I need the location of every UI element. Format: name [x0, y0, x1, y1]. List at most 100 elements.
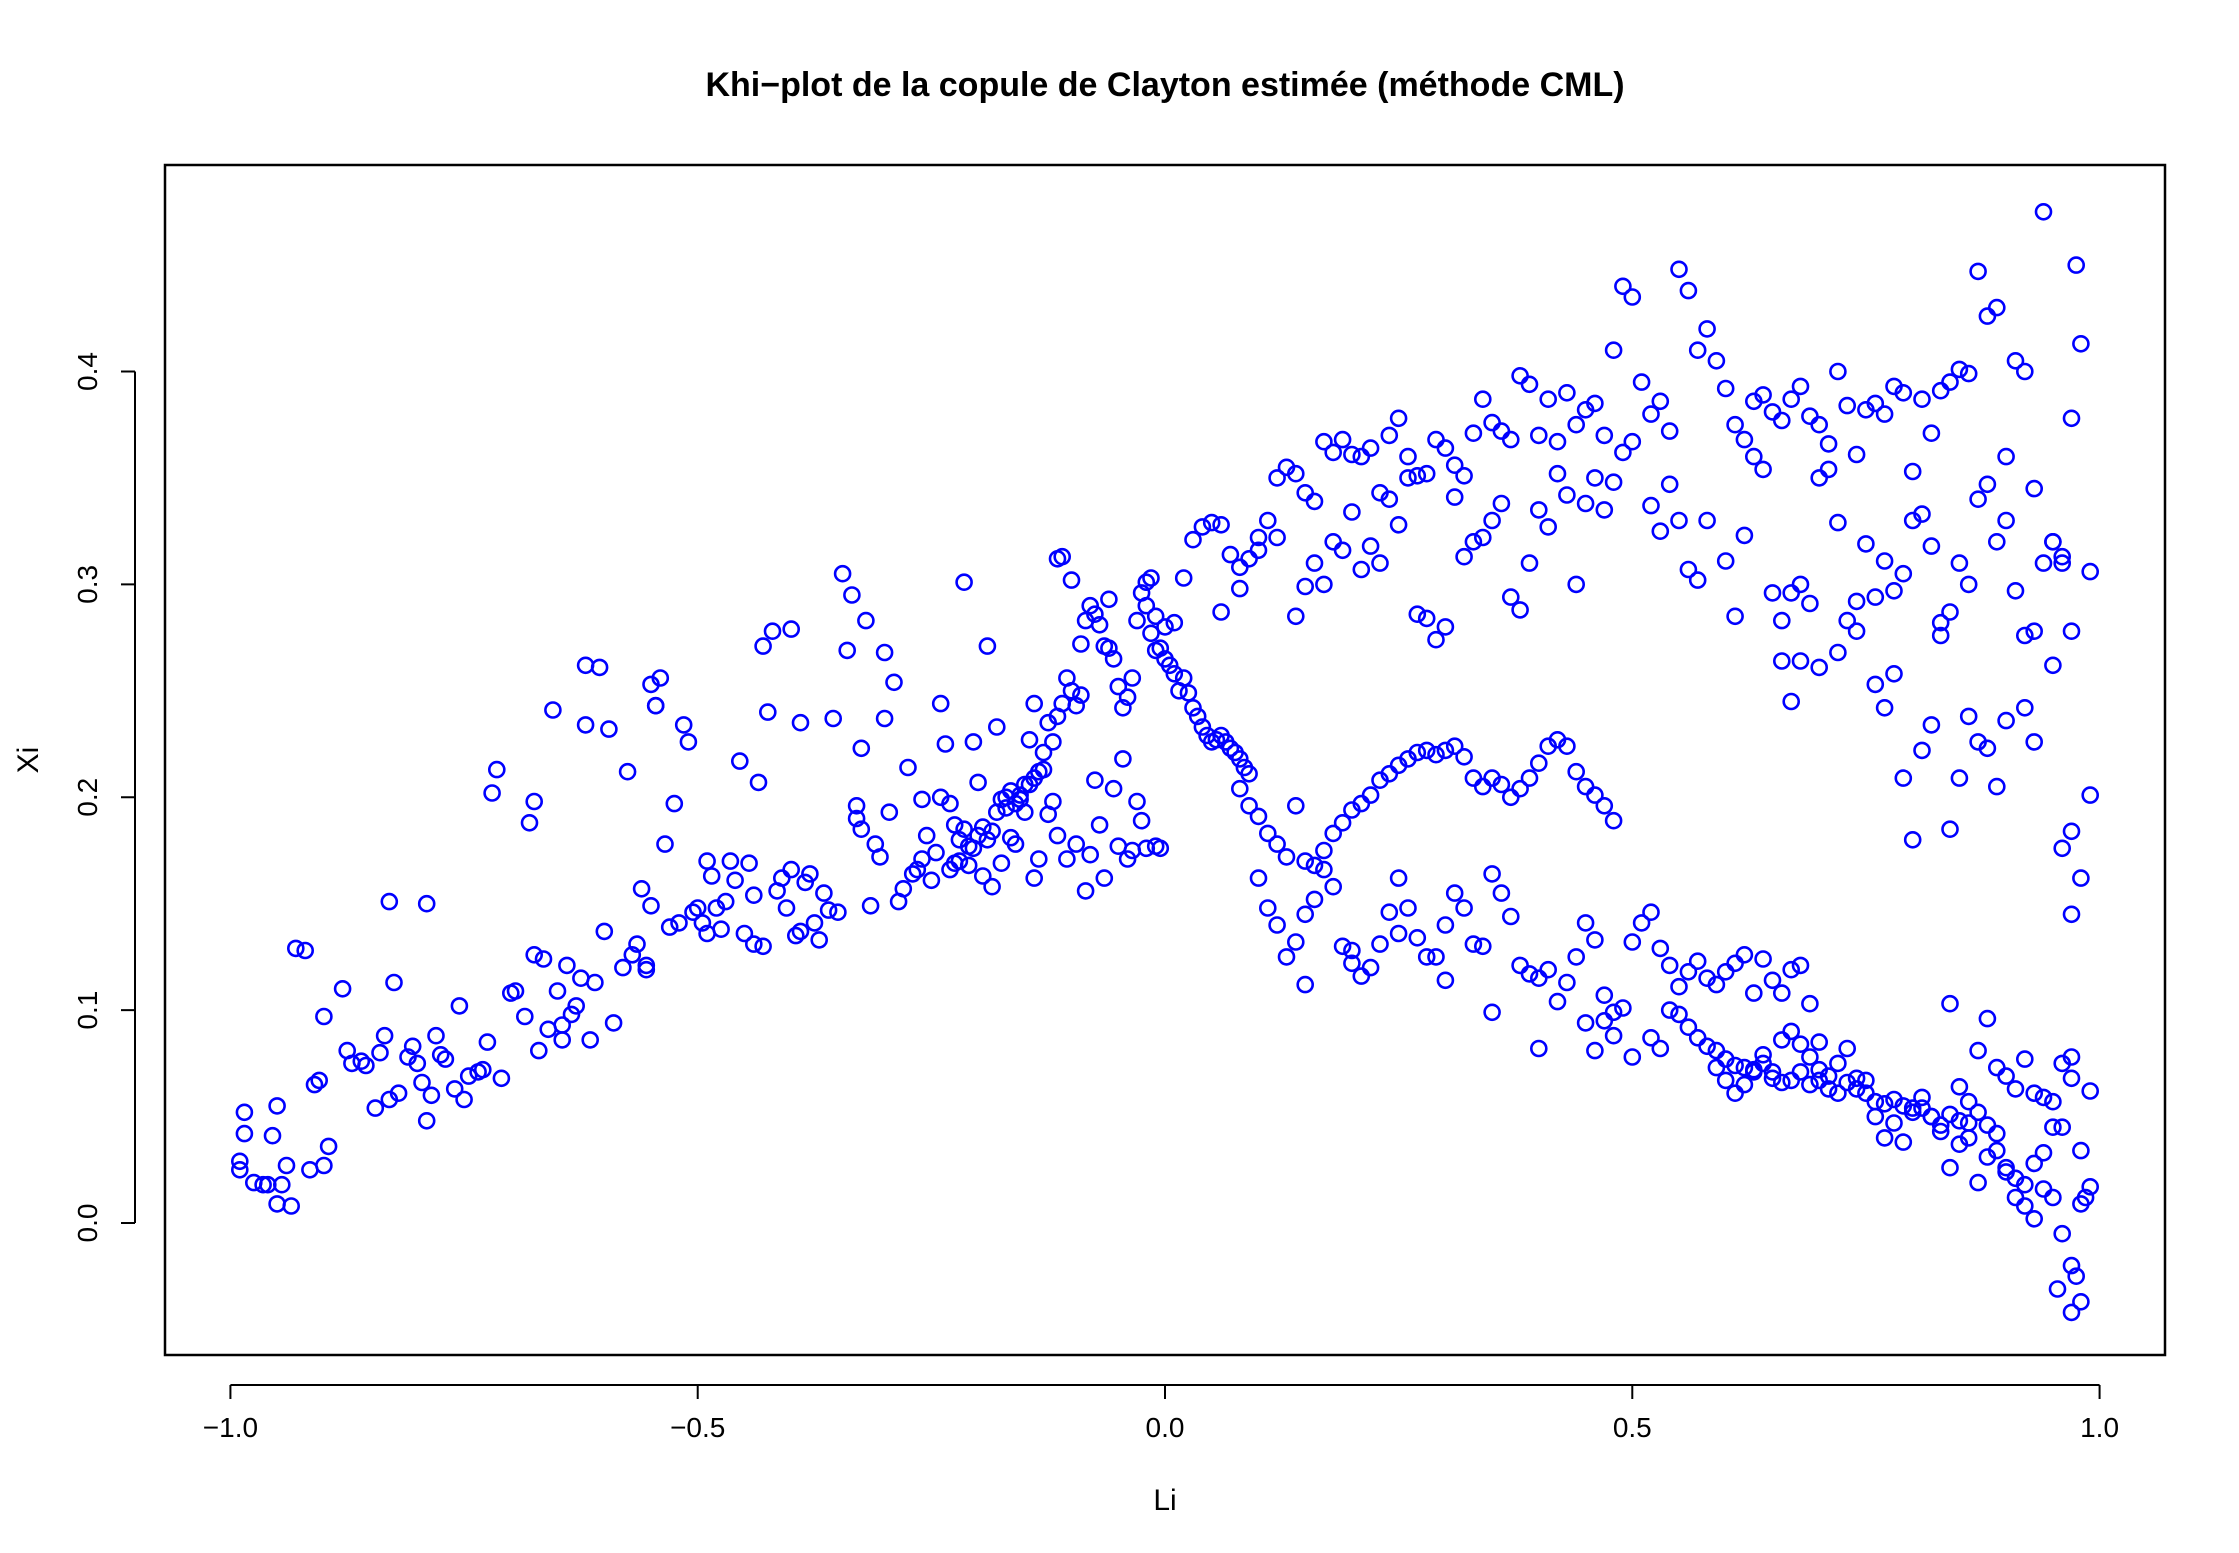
data-point	[875, 643, 894, 662]
data-point	[1231, 558, 1249, 577]
data-point	[786, 926, 805, 945]
data-point	[2006, 1080, 2025, 1098]
data-point	[754, 637, 772, 655]
data-point	[1352, 560, 1371, 579]
data-point	[735, 924, 754, 943]
data-point	[1287, 796, 1305, 815]
data-point	[1464, 935, 1483, 953]
data-point	[1931, 626, 1950, 645]
data-point	[1726, 1084, 1744, 1102]
data-point	[1427, 430, 1445, 449]
data-point	[1380, 426, 1399, 445]
data-point	[1160, 656, 1179, 675]
data-point	[1315, 841, 1333, 860]
data-point	[1576, 494, 1595, 513]
data-point	[1931, 381, 1950, 400]
data-point	[1735, 1058, 1754, 1077]
data-point	[431, 1046, 450, 1064]
data-point	[2067, 1267, 2085, 1285]
data-point	[740, 854, 758, 873]
data-point	[1492, 494, 1511, 513]
data-point	[1913, 1099, 1931, 1117]
data-point	[1212, 603, 1230, 621]
data-point	[455, 1090, 473, 1109]
data-point	[880, 803, 899, 822]
data-point	[389, 1084, 408, 1102]
data-point	[1474, 937, 1492, 956]
data-point	[1866, 394, 1885, 413]
data-point	[1530, 754, 1548, 773]
data-point	[1567, 948, 1585, 966]
data-point	[1455, 547, 1473, 566]
data-point	[1791, 956, 1810, 975]
data-point	[1688, 952, 1707, 971]
data-point	[917, 826, 936, 845]
data-point	[1048, 826, 1067, 845]
data-point	[1679, 281, 1698, 300]
data-point	[1436, 971, 1455, 990]
data-point	[1296, 852, 1314, 870]
data-point	[1978, 1116, 1997, 1134]
data-point	[1660, 1001, 1679, 1019]
data-point	[1502, 588, 1520, 606]
data-point	[642, 896, 660, 915]
data-point	[1539, 390, 1557, 409]
data-point	[1548, 464, 1567, 483]
data-point	[1389, 515, 1408, 534]
data-point	[1763, 1063, 1782, 1081]
data-point	[2081, 1178, 2099, 1196]
data-point	[310, 1071, 329, 1090]
data-point	[1520, 769, 1539, 787]
data-point	[1511, 366, 1529, 385]
data-point	[235, 1124, 254, 1143]
data-point	[1445, 456, 1464, 475]
data-point	[1104, 650, 1123, 668]
data-point	[791, 922, 810, 941]
data-point	[2016, 1175, 2034, 1194]
data-point	[852, 739, 871, 758]
data-point	[315, 1156, 333, 1175]
data-point	[2076, 1188, 2095, 1207]
data-point	[1586, 394, 1604, 413]
data-point	[1931, 613, 1950, 632]
data-point	[2081, 562, 2099, 581]
data-point	[1142, 624, 1160, 643]
data-point	[1586, 786, 1604, 804]
data-point	[628, 935, 646, 953]
data-point	[1819, 1080, 1838, 1098]
data-point	[1791, 1063, 1810, 1081]
data-point	[1586, 469, 1604, 487]
data-point	[1651, 939, 1670, 958]
data-point	[1810, 1033, 1828, 1051]
data-point	[562, 1005, 581, 1024]
data-point	[1207, 730, 1226, 749]
data-point	[590, 658, 609, 677]
data-point	[1941, 373, 1959, 391]
data-point	[1941, 820, 1959, 839]
data-point	[1660, 956, 1679, 975]
data-point	[726, 871, 744, 890]
data-point	[1670, 260, 1688, 279]
data-point	[1455, 899, 1473, 917]
data-point	[1072, 635, 1090, 653]
data-point	[1100, 590, 1118, 609]
data-point	[1389, 924, 1408, 943]
data-point	[1184, 698, 1202, 717]
data-point	[2016, 698, 2034, 717]
data-point	[875, 709, 894, 728]
data-point	[1474, 777, 1492, 796]
data-point	[871, 848, 889, 866]
data-point	[1950, 554, 1969, 572]
data-point	[651, 669, 670, 687]
data-point	[2062, 1048, 2081, 1066]
data-point	[1399, 447, 1417, 466]
data-point	[1679, 962, 1698, 981]
data-point	[600, 720, 618, 738]
data-point	[366, 1099, 385, 1117]
data-point	[1913, 505, 1931, 523]
data-point	[1408, 743, 1427, 762]
data-point	[1193, 718, 1212, 736]
data-point	[1399, 899, 1417, 917]
data-point	[1913, 390, 1931, 409]
data-point	[301, 1161, 319, 1179]
